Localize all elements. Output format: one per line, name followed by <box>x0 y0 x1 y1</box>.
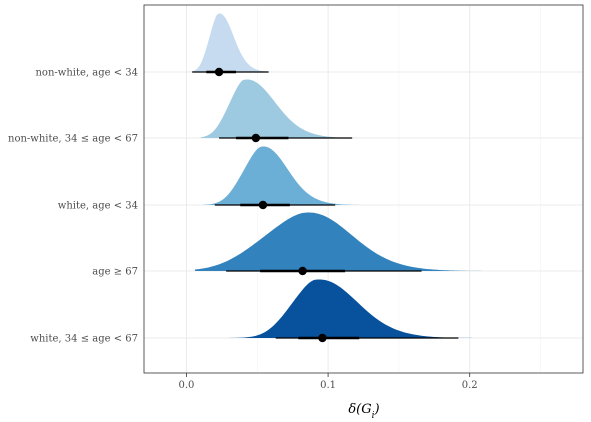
ridge-density <box>200 79 421 138</box>
ridge-group <box>203 146 449 210</box>
y-label: age ≥ 67 <box>92 267 138 278</box>
x-axis-title-subscript: i <box>372 411 375 421</box>
y-label: white, 34 ≤ age < 67 <box>30 334 138 345</box>
x-axis-ticks: 0.0 0.1 0.2 <box>179 373 478 391</box>
ridge-density <box>194 212 561 271</box>
ridges <box>180 13 576 343</box>
ridge-density <box>203 146 449 205</box>
x-tick-label: 0.1 <box>320 380 336 391</box>
median-point <box>258 200 268 210</box>
y-label: non-white, 34 ≤ age < 67 <box>8 134 138 145</box>
median-point <box>298 266 307 276</box>
x-axis-title: δ(Gi) <box>348 402 379 421</box>
plot-border <box>143 4 584 374</box>
median-point <box>214 67 224 77</box>
ridge-group <box>217 279 576 343</box>
ridge-density <box>180 13 314 72</box>
x-tick-label: 0.2 <box>462 380 478 391</box>
ridge-group <box>180 13 314 77</box>
median-point <box>318 333 327 343</box>
y-label: white, age < 34 <box>58 201 138 212</box>
y-axis-labels: non-white, age < 34 non-white, 34 ≤ age <… <box>8 68 138 345</box>
x-axis-title-close: ) <box>374 402 380 417</box>
x-tick-label: 0.0 <box>179 380 195 391</box>
ridge-density <box>217 279 576 338</box>
ridge-group <box>200 79 421 143</box>
y-label: non-white, age < 34 <box>35 68 138 79</box>
ridge-group <box>194 212 561 276</box>
median-point <box>251 133 261 143</box>
